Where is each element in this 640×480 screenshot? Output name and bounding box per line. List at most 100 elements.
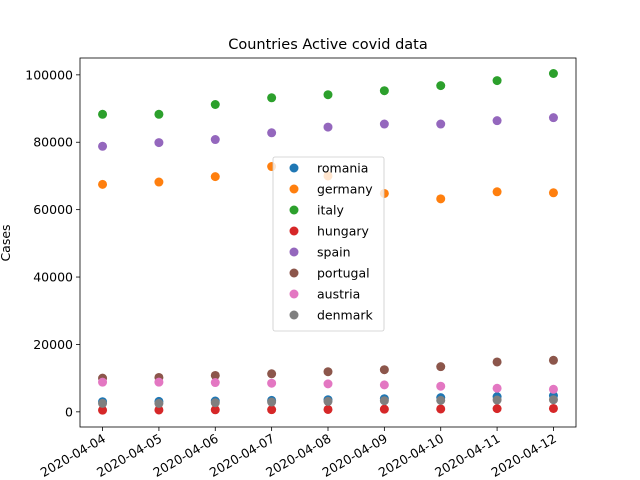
data-point-germany [154,177,164,187]
data-point-spain [548,113,558,123]
data-point-austria [436,381,446,391]
data-point-denmark [323,396,333,406]
legend-marker [289,163,299,173]
data-point-austria [98,377,108,387]
legend-marker [289,247,299,257]
data-point-denmark [492,395,502,405]
legend-marker [289,205,299,215]
data-point-italy [267,93,277,103]
legend-item-portugal: portugal [289,266,370,281]
legend-label: denmark [317,308,374,323]
data-point-denmark [98,398,108,408]
data-point-portugal [267,369,277,379]
data-point-portugal [548,355,558,365]
data-point-italy [548,69,558,78]
legend: romania germany italy hungary spain portugal a… [272,156,385,332]
data-point-denmark [548,395,558,405]
y-tick-label: 80000 [33,135,73,150]
data-point-germany [210,172,220,182]
legend-item-denmark: denmark [289,308,374,323]
legend-item-romania: romania [289,161,368,176]
legend-marker [289,268,299,278]
data-point-hungary [492,404,502,414]
data-point-denmark [379,396,389,406]
data-point-hungary [267,405,277,415]
y-tick-label: 100000 [25,67,73,82]
data-point-austria [379,380,389,390]
data-point-italy [379,86,389,96]
legend-item-austria: austria [289,287,360,302]
data-point-hungary [323,404,333,414]
data-point-portugal [436,362,446,372]
data-point-portugal [323,367,333,377]
legend-label: spain [317,245,351,260]
data-point-hungary [379,404,389,414]
legend-marker [289,184,299,194]
series-spain [98,113,558,151]
y-tick-label: 40000 [33,270,73,285]
plot-area-frame [79,57,577,428]
y-tick-label: 60000 [33,202,73,217]
data-point-italy [323,90,333,100]
legend-label: germany [317,182,373,197]
data-point-austria [548,384,558,394]
legend-label: austria [317,287,360,302]
data-point-denmark [210,398,220,408]
y-tick-label: 20000 [33,337,73,352]
data-point-austria [210,378,220,388]
data-point-germany [492,187,502,197]
data-point-denmark [154,398,164,408]
data-point-italy [492,76,502,86]
data-point-hungary [548,403,558,413]
data-point-italy [210,100,220,109]
data-point-portugal [210,370,220,380]
data-point-italy [98,109,108,119]
data-point-spain [379,119,389,129]
data-point-spain [267,128,277,138]
data-point-austria [492,383,502,393]
data-point-austria [267,378,277,388]
legend-item-hungary: hungary [289,224,370,239]
data-point-hungary [98,405,108,415]
data-point-portugal [492,357,502,367]
legend-marker [289,289,299,299]
data-point-germany [548,188,558,198]
data-point-italy [436,81,446,91]
data-point-germany [98,179,108,189]
data-point-denmark [436,395,446,405]
legend-label: hungary [317,224,370,239]
series-austria [98,377,558,394]
series-hungary [98,403,558,415]
data-point-spain [154,138,164,148]
series-italy [98,69,558,119]
legend-item-italy: italy [289,203,345,218]
y-axis-label: Cases [0,224,13,261]
data-point-hungary [436,404,446,414]
chart-title: Countries Active covid data [228,37,428,53]
legend-box [272,156,385,332]
legend-label: italy [317,203,345,218]
legend-label: portugal [317,266,370,281]
data-points [98,69,558,415]
y-tick-label: 0 [65,404,73,419]
legend-marker [289,310,299,320]
data-point-spain [436,119,446,129]
data-point-spain [98,141,108,151]
data-point-denmark [267,397,277,407]
data-point-germany [436,194,446,204]
data-point-austria [323,379,333,389]
legend-marker [289,226,299,236]
data-point-spain [492,116,502,126]
data-point-italy [154,109,164,119]
data-point-spain [210,135,220,145]
data-point-portugal [379,365,389,375]
data-point-spain [323,122,333,132]
data-point-austria [154,377,164,387]
data-point-hungary [210,405,220,415]
legend-label: romania [317,161,368,176]
y-axis-ticks: 0 20000 40000 60000 80000 100000 [25,67,80,419]
legend-item-spain: spain [289,245,351,260]
legend-item-germany: germany [289,182,373,197]
data-point-hungary [154,405,164,415]
